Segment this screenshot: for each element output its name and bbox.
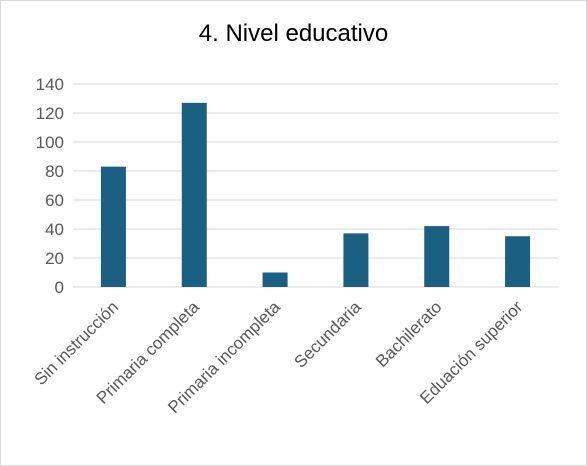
x-tick-label: Sin instrucción [31,297,123,389]
bar [181,102,207,287]
x-tick-label: Secundaria [290,297,365,372]
y-axis-ticks: 0 20 40 60 80 100 120 140 [36,75,64,297]
bars [100,102,531,287]
y-tick-label: 80 [45,162,64,181]
bar [424,226,450,287]
x-tick-label: Bachilerato [372,297,446,371]
y-tick-label: 40 [45,220,64,239]
y-tick-label: 60 [45,191,64,210]
y-tick-label: 100 [36,133,64,152]
chart-title: 4. Nivel educativo [198,20,389,47]
y-tick-label: 140 [36,75,64,94]
bar [505,236,531,287]
gridlines [73,83,558,288]
y-tick-label: 20 [45,249,64,268]
y-tick-label: 120 [36,104,64,123]
bar [262,272,288,287]
bar [100,166,126,287]
y-tick-label: 0 [55,278,64,297]
bar [343,233,369,287]
